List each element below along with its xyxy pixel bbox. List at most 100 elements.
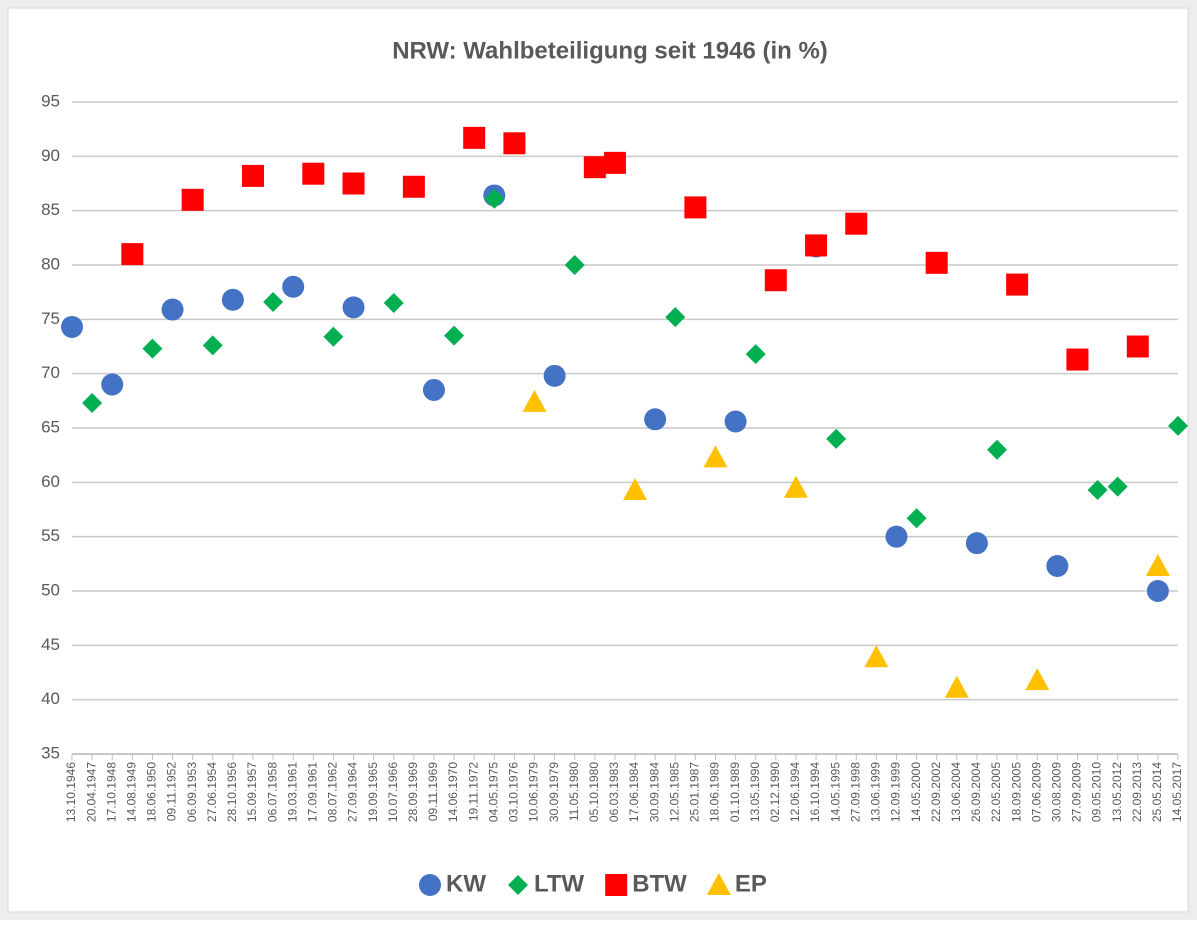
x-tick-label: 27.09.1964 (346, 762, 360, 822)
point (422, 378, 445, 401)
point (503, 132, 526, 155)
x-tick-label: 04.05.1975 (486, 762, 500, 822)
x-tick-label: 14.08.1949 (124, 762, 138, 822)
point (885, 525, 908, 548)
x-tick-label: 09.05.2010 (1090, 762, 1104, 822)
point (161, 298, 184, 321)
point (1006, 273, 1029, 296)
y-tick-label: 50 (41, 580, 60, 599)
x-tick-label: 13.10.1946 (64, 762, 78, 822)
x-tick-label: 22.05.2005 (989, 762, 1003, 822)
legend-marker (706, 873, 731, 895)
point (402, 175, 425, 198)
x-tick-label: 09.11.1952 (165, 762, 179, 821)
x-tick-label: 25.05.2014 (1150, 762, 1164, 822)
x-tick-label: 13.06.2004 (949, 762, 963, 822)
y-tick-label: 80 (41, 254, 60, 273)
point (1107, 476, 1128, 497)
x-tick-label: 20.04.1947 (84, 762, 98, 822)
y-tick-label: 60 (41, 472, 60, 491)
point (644, 408, 667, 431)
legend-label: LTW (534, 870, 585, 897)
point (444, 325, 465, 346)
x-tick-label: 02.12.1990 (768, 762, 782, 822)
x-tick-label: 30.08.2009 (1050, 762, 1064, 822)
point (323, 326, 344, 347)
point (906, 508, 927, 529)
x-tick-label: 30.09.1979 (547, 762, 561, 822)
x-tick-label: 26.09.2004 (969, 762, 983, 822)
y-tick-label: 45 (41, 635, 60, 654)
point (1046, 555, 1069, 578)
x-tick-label: 25.01.1987 (688, 762, 702, 822)
x-tick-label: 11.05.1980 (567, 762, 581, 821)
x-tick-label: 14.05.2000 (909, 762, 923, 822)
y-tick-label: 90 (41, 146, 60, 165)
x-tick-label: 12.09.1999 (889, 762, 903, 822)
point (1066, 348, 1089, 371)
point (101, 373, 124, 396)
point (944, 675, 969, 698)
x-tick-label: 18.09.2005 (1009, 762, 1023, 822)
x-tick-label: 28.09.1969 (406, 762, 420, 822)
x-tick-label: 22.09.2002 (929, 762, 943, 822)
point (342, 296, 365, 319)
point (121, 243, 144, 266)
point (543, 364, 566, 387)
y-tick-label: 55 (41, 526, 60, 545)
x-tick-label: 06.03.1983 (607, 762, 621, 822)
legend-marker (507, 875, 528, 895)
x-tick-label: 13.06.1999 (869, 762, 883, 822)
legend-label: KW (446, 870, 486, 897)
point (684, 196, 707, 219)
point (302, 162, 325, 185)
x-tick-label: 08.07.1962 (326, 762, 340, 822)
y-tick-label: 40 (41, 689, 60, 708)
x-tick-label: 18.06.1989 (708, 762, 722, 822)
point (1087, 479, 1108, 500)
y-tick-label: 65 (41, 417, 60, 436)
point (1025, 668, 1050, 691)
x-tick-label: 28.10.1956 (225, 762, 239, 822)
point (623, 477, 648, 500)
point (522, 389, 547, 412)
legend-marker (605, 874, 628, 896)
point (783, 475, 808, 498)
y-tick-label: 35 (41, 743, 60, 762)
point (282, 275, 305, 298)
x-tick-label: 15.09.1957 (245, 762, 259, 822)
x-tick-label: 06.07.1958 (265, 762, 279, 822)
x-tick-label: 07.06.2009 (1029, 762, 1043, 822)
x-tick-label: 19.11.1972 (466, 762, 480, 821)
point (925, 251, 948, 274)
x-tick-label: 14.05.1995 (828, 762, 842, 822)
x-tick-label: 12.06.1994 (788, 762, 802, 822)
point (1168, 415, 1188, 436)
point (82, 393, 103, 414)
point (864, 645, 889, 668)
x-tick-label: 17.09.1961 (305, 762, 319, 822)
point (745, 344, 766, 365)
point (987, 439, 1008, 460)
legend-label: EP (735, 870, 767, 897)
x-tick-label: 27.06.1954 (205, 762, 219, 822)
x-tick-label: 17.06.1984 (627, 762, 641, 822)
chart-title: NRW: Wahlbeteiligung seit 1946 (in %) (392, 37, 828, 64)
x-tick-label: 13.05.2012 (1110, 762, 1124, 822)
point (221, 288, 244, 311)
x-tick-label: 16.10.1994 (808, 762, 822, 822)
point (202, 335, 223, 356)
point (241, 164, 264, 187)
x-tick-label: 13.05.1990 (748, 762, 762, 822)
point (703, 445, 728, 468)
x-tick-label: 12.05.1985 (667, 762, 681, 822)
point (603, 151, 626, 174)
point (263, 291, 284, 312)
point (181, 188, 204, 211)
x-tick-label: 17.10.1948 (104, 762, 118, 822)
point (142, 338, 163, 359)
point (383, 293, 404, 314)
point (805, 234, 828, 257)
